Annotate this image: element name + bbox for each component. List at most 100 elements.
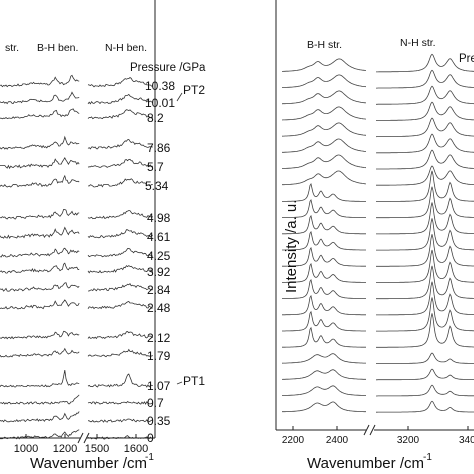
right-spectrum-nh (376, 69, 474, 89)
pressure-label: 3.92 (147, 265, 171, 279)
right-spectrum-bh (282, 294, 366, 316)
right-spectrum-nh (376, 149, 474, 170)
right-tick-label: 2400 (326, 435, 349, 446)
left-x-axis-label: Wavenumber /cm (30, 455, 147, 472)
right-spectrum-nh (376, 85, 474, 105)
pressure-label: 0.7 (147, 396, 164, 410)
right-spectrum-nh (376, 249, 474, 283)
right-spectrum-bh (281, 122, 367, 137)
left-tick-label: 1500 (85, 443, 109, 455)
left-spectrum-b-10.38 (87, 76, 153, 88)
phase-label-pt1: PT1 (183, 374, 205, 388)
right-spectrum-nh (376, 186, 474, 219)
left-spectrum-a-4.25 (0, 247, 80, 258)
right-spectrum-nh (376, 218, 474, 251)
pressure-label: 10.38 (145, 79, 175, 93)
right-spectrum-nh (376, 352, 474, 364)
left-spectrum-a-5.7 (0, 156, 80, 170)
right-spectrum-nh (376, 265, 474, 300)
right-spectrum-bh (282, 214, 366, 235)
left-spectrum-b-4.25 (87, 247, 154, 258)
right-spectrum-bh (282, 170, 367, 186)
pressure-label: 8.2 (147, 111, 164, 125)
left-spectrum-a-4.61 (0, 226, 80, 239)
pressure-label: 10.01 (145, 96, 175, 110)
right-tick-label: 3200 (397, 435, 420, 446)
left-spectrum-a-2.48 (0, 299, 80, 310)
left-panel: 1000 1200 1500 1600 str. B-H ben. N-H ben. … (0, 0, 206, 472)
pressure-label: 0 (147, 431, 154, 445)
right-spectrum-bh (281, 369, 366, 380)
pressure-label: 1.79 (147, 349, 171, 363)
right-spectrum-bh (282, 385, 366, 396)
left-spectrum-a-0.7 (0, 394, 80, 405)
left-spectrum-b-5.7 (87, 158, 154, 168)
left-spectrum-b-2.84 (88, 282, 154, 292)
left-spectrum-b-5.34 (87, 178, 153, 188)
right-spectrum-bh (282, 183, 366, 202)
pressure-labels: 10.38 10.018.2 7.86 5.7 5.34 4.98 4.61 4.25 3.92… (145, 79, 175, 445)
right-spectrum-nh (375, 101, 474, 121)
left-spectrum-b-0.7 (87, 400, 154, 405)
left-spectrum-a-1.07 (0, 370, 80, 388)
right-spectrum-bh (282, 246, 366, 267)
pressure-label: 2.12 (147, 331, 171, 345)
pressure-label: 5.34 (145, 179, 169, 193)
left-tick-label: 1000 (14, 443, 38, 455)
right-spectrum-bh (281, 106, 367, 121)
pressure-label: 2.84 (147, 283, 171, 297)
right-y-axis-label: Intensity /a. u. (283, 200, 300, 293)
left-band-label-str: str. (5, 42, 19, 54)
left-spectrum-a-10.38 (0, 74, 80, 88)
right-legend-title-clipped: Pre (459, 53, 474, 65)
left-spectrum-b-3.92 (87, 265, 154, 274)
right-band-label-nh-str: N-H str. (400, 37, 436, 49)
right-spectrum-bh (282, 58, 367, 72)
pressure-label: 4.25 (147, 249, 171, 263)
left-spectrum-b-2.48 (87, 301, 153, 310)
pressure-label: 7.86 (147, 141, 171, 155)
left-spectrum-b-4.98 (87, 210, 154, 220)
right-spectra (281, 53, 474, 413)
right-axis-break (363, 424, 376, 436)
right-tick-label: 2200 (282, 435, 305, 446)
right-spectrum-bh (282, 326, 366, 348)
right-spectrum-nh (376, 281, 474, 316)
left-spectrum-a-2.84 (0, 282, 80, 292)
left-band-label-nh-ben: N-H ben. (105, 42, 147, 54)
pressure-label: 4.98 (147, 211, 171, 225)
left-band-label-bh-ben: B-H ben. (37, 42, 78, 54)
left-axis-break (77, 432, 90, 444)
right-spectrum-nh (376, 400, 474, 413)
right-spectrum-nh (376, 297, 474, 332)
pressure-label: 1.07 (147, 379, 171, 393)
left-spectrum-a-7.86 (0, 135, 80, 150)
right-spectrum-bh (282, 199, 366, 218)
left-spectrum-b-1.07 (87, 373, 153, 388)
right-spectrum-bh (282, 401, 366, 413)
right-spectrum-nh (376, 165, 474, 186)
pressure-label: 5.7 (147, 160, 164, 174)
right-spectrum-bh (282, 278, 366, 299)
right-spectrum-nh (375, 117, 474, 138)
left-x-axis-label-sup: -1 (145, 452, 154, 463)
right-spectrum-bh (282, 262, 366, 283)
right-band-label-bh-str: B-H str. (307, 39, 342, 51)
left-spectrum-b-1.79 (87, 348, 153, 358)
left-spectrum-a-4.98 (0, 208, 80, 220)
left-spectrum-b-10.01 (87, 93, 153, 105)
left-spectrum-a-5.34 (0, 174, 80, 188)
right-spectrum-nh (376, 313, 474, 348)
left-tick-label: 1600 (124, 443, 148, 455)
pressure-label: 2.48 (147, 301, 171, 315)
left-spectrum-b-2.12 (87, 331, 154, 340)
right-spectrum-nh (376, 202, 474, 235)
right-spectrum-bh (282, 230, 366, 251)
left-spectrum-a-3.92 (0, 262, 80, 274)
left-spectrum-b-4.61 (87, 229, 153, 239)
left-spectrum-b-8.2 (87, 109, 154, 120)
right-spectrum-bh (282, 138, 367, 153)
left-spectrum-a-1.79 (0, 347, 80, 358)
phase-label-pointer (176, 381, 183, 385)
right-spectrum-nh (376, 234, 474, 267)
